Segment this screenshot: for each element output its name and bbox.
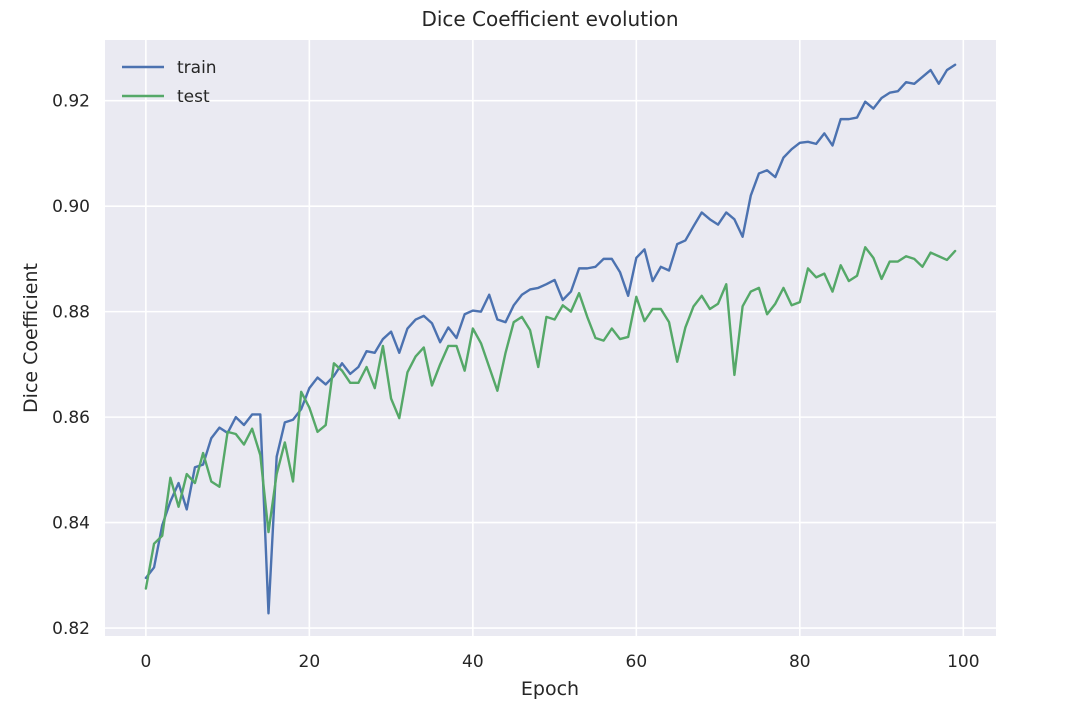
legend-label-test: test [177, 87, 210, 107]
x-tick-label: 20 [299, 652, 321, 672]
y-tick-label: 0.82 [52, 619, 90, 639]
plot-background [105, 40, 996, 636]
y-tick-label: 0.88 [52, 303, 90, 323]
y-tick-label: 0.92 [52, 92, 90, 112]
legend: train test [122, 58, 217, 107]
y-tick-label: 0.90 [52, 197, 90, 217]
y-axis-label: Dice Coefficient [20, 263, 42, 413]
x-tick-label: 60 [626, 652, 648, 672]
series-line-train [144, 63, 957, 615]
series-line-test [144, 246, 957, 590]
x-tick-label: 100 [947, 652, 979, 672]
series-lines [144, 63, 957, 615]
x-tick-label: 40 [462, 652, 484, 672]
y-tick-label: 0.84 [52, 514, 90, 534]
y-tick-label: 0.86 [52, 408, 90, 428]
legend-label-train: train [177, 58, 217, 78]
grid [105, 40, 996, 636]
chart-title: Dice Coefficient evolution [421, 7, 678, 31]
x-axis-label: Epoch [521, 678, 579, 700]
x-tick-label: 80 [789, 652, 811, 672]
tick-labels: 0 20 40 60 80 100 0.82 0.84 0.86 0.88 0.90 0.92 [52, 92, 979, 672]
x-tick-label: 0 [140, 652, 151, 672]
